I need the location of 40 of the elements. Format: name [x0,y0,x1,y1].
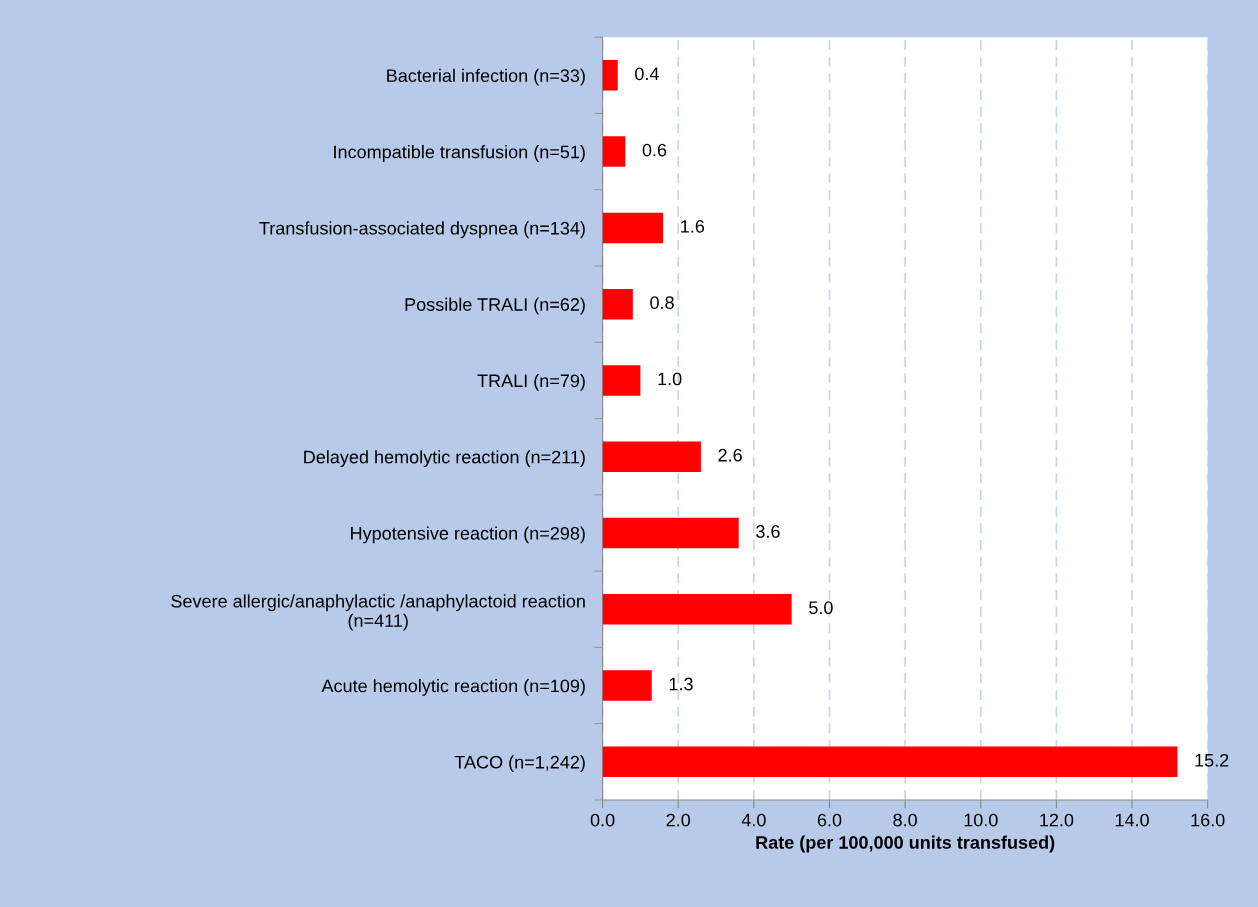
bar [602,136,626,167]
x-tick-label: 14.0 [1115,813,1149,827]
x-tick-label: 4.0 [741,813,766,827]
data-label: 15.2 [1195,753,1229,767]
x-tick-label: 2.0 [666,813,691,827]
data-label: 1.3 [669,677,693,691]
x-tick-label: 8.0 [893,813,917,827]
x-tick-label: 0.0 [590,813,615,827]
data-label: 1.6 [681,219,705,233]
bar [602,212,664,244]
data-label: 2.6 [718,448,742,462]
y-tick-label: Acute hemolytic reaction (n=109) [321,679,585,696]
data-label: 3.6 [756,525,780,538]
data-label: 5.0 [809,601,833,615]
y-tick-label: Possible TRALI (n=62) [405,297,585,315]
bar [602,746,1178,778]
bar [602,441,701,472]
y-tick-label: Bacterial infection (n=33) [387,68,585,86]
y-tick-label: Transfusion-associated dyspnea (n=134) [259,221,585,239]
y-tick-label: Severe allergic/anaphylactic /anaphylactoid reaction (n=411) [171,594,585,631]
bar [602,60,618,91]
data-label: 0.6 [642,143,667,157]
y-tick-label: TRALI (n=79) [477,373,585,391]
data-label: 0.4 [635,67,659,81]
y-tick-label: Incompatible transfusion (n=51) [334,145,585,162]
y-tick-label: Hypotensive reaction (n=298) [351,526,585,544]
data-label: 0.8 [650,296,674,310]
x-tick-label: 16.0 [1191,813,1225,827]
x-tick-label: 6.0 [817,813,842,827]
bar [602,594,792,625]
bar [602,365,641,396]
x-tick-label: 10.0 [964,813,998,827]
data-label: 1.0 [658,372,682,386]
x-axis-title: Rate (per 100,000 units transfused) [756,835,1055,853]
y-tick-label: TACO (n=1,242) [454,755,585,773]
bar [602,288,633,320]
x-tick-label: 12.0 [1040,813,1074,827]
bar [602,670,652,701]
bar [602,517,739,549]
y-tick-label: Delayed hemolytic reaction (n=211) [304,450,585,468]
